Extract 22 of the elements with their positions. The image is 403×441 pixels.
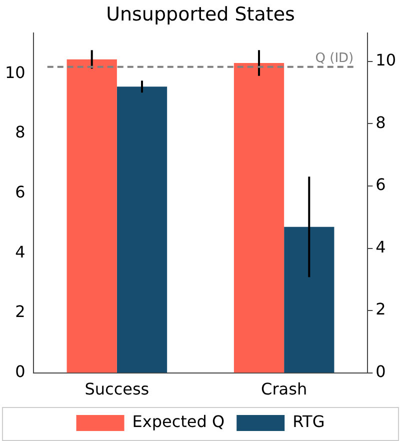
y2-tick-label: 0 — [376, 362, 386, 381]
legend-label: Expected Q — [132, 412, 225, 432]
y2-tick-label: 2 — [376, 300, 386, 319]
y-tick-label: 0 — [15, 362, 26, 381]
bar — [66, 59, 117, 373]
y-tick-label: 10 — [5, 62, 26, 82]
y-tick-label: 2 — [15, 302, 26, 322]
x-tick-label: Crash — [261, 380, 308, 399]
bar — [234, 63, 284, 373]
y-tick-label: 8 — [15, 122, 26, 142]
bar — [116, 86, 168, 373]
x-tick-label: Success — [84, 380, 150, 399]
chart-title: Unsupported States — [106, 3, 295, 26]
y2-tick-label: 6 — [376, 175, 386, 194]
y-tick-label: 6 — [15, 182, 26, 202]
bar — [284, 226, 334, 373]
y2-tick-label: 10 — [376, 50, 396, 70]
y2-tick-label: 8 — [376, 112, 386, 132]
y-tick-label: 4 — [15, 242, 26, 262]
y2-tick-label: 4 — [376, 237, 386, 256]
ref-line-label: Q (ID) — [315, 50, 354, 66]
legend-label: RTG — [292, 412, 325, 432]
